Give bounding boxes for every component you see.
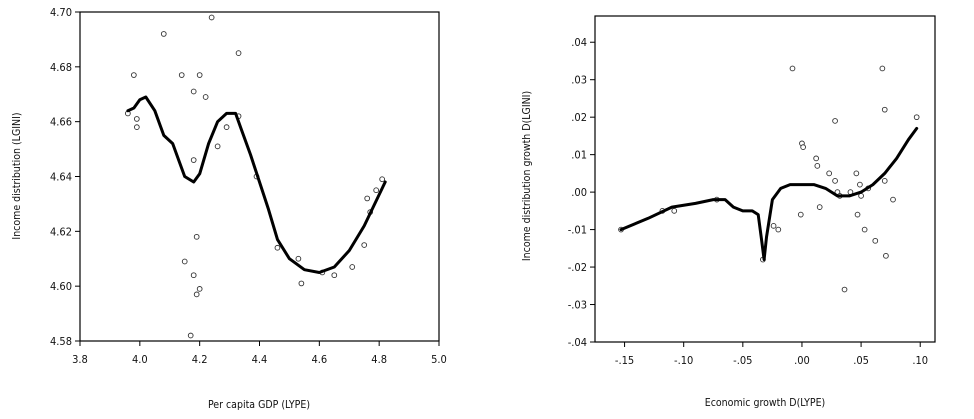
left-data-point bbox=[202, 94, 209, 100]
right-plot-frame bbox=[594, 15, 936, 343]
left-y-tick-label: 4.64 bbox=[50, 171, 72, 184]
left-data-point bbox=[274, 244, 281, 251]
left-smoothed-line bbox=[126, 95, 387, 274]
right-y-tick-label: .01 bbox=[571, 149, 587, 162]
right-y-tick-label: -.02 bbox=[568, 261, 587, 274]
right-y-tick-label: -.01 bbox=[568, 224, 587, 237]
left-data-point bbox=[361, 242, 368, 248]
left-data-point bbox=[133, 124, 140, 131]
left-plot-frame bbox=[79, 11, 440, 342]
left-y-tick-label: 4.70 bbox=[50, 6, 72, 19]
right-data-point bbox=[861, 226, 868, 233]
right-smoothed-line-group bbox=[619, 126, 919, 262]
right-data-point bbox=[797, 211, 804, 218]
left-data-point bbox=[193, 233, 200, 240]
right-data-point bbox=[770, 222, 777, 229]
right-data-point bbox=[775, 226, 782, 233]
right-data-point bbox=[832, 118, 838, 124]
right-x-tick-label: .05 bbox=[853, 354, 869, 367]
left-data-point bbox=[208, 14, 215, 21]
left-axis-ticks: 3.8 4.0 4.2 4.4 4.6 4.8 5.0 4.58 4.60 4.62 4.64 4.6… bbox=[50, 6, 447, 366]
left-data-point bbox=[298, 280, 305, 287]
left-y-tick-label: 4.60 bbox=[50, 280, 72, 293]
left-y-tick-label: 4.66 bbox=[50, 116, 72, 129]
right-x-tick-label: -.15 bbox=[615, 354, 634, 367]
left-data-point bbox=[178, 72, 185, 78]
right-data-point bbox=[853, 170, 860, 177]
left-data-point bbox=[196, 72, 203, 78]
left-y-tick-label: 4.58 bbox=[50, 335, 72, 348]
left-data-point bbox=[181, 258, 188, 265]
left-data-point bbox=[331, 272, 338, 279]
left-data-point bbox=[214, 143, 221, 150]
right-smoothed-line bbox=[619, 126, 919, 262]
right-y-tick-label: .04 bbox=[571, 36, 587, 49]
right-y-tick-label: .00 bbox=[571, 186, 587, 199]
left-data-point bbox=[196, 286, 203, 292]
right-x-tick-label: -.05 bbox=[733, 354, 752, 367]
right-data-point bbox=[800, 144, 806, 150]
left-x-tick-label: 4.4 bbox=[252, 353, 268, 366]
right-data-point bbox=[789, 65, 796, 72]
right-data-point bbox=[881, 178, 888, 184]
right-scatter-points bbox=[618, 65, 920, 293]
right-y-tick-label: -.04 bbox=[568, 336, 587, 349]
right-y-tick-label: .03 bbox=[571, 74, 587, 87]
left-data-point bbox=[193, 291, 200, 298]
right-x-axis-title: Economic growth D(LYPE) bbox=[705, 397, 826, 409]
left-data-point bbox=[349, 264, 356, 270]
left-y-tick-label: 4.62 bbox=[50, 225, 72, 238]
right-data-point bbox=[854, 211, 861, 218]
left-x-tick-label: 4.0 bbox=[132, 353, 148, 366]
right-data-point bbox=[890, 196, 896, 203]
right-x-tick-label: .10 bbox=[912, 354, 928, 367]
right-data-point bbox=[872, 237, 879, 244]
left-smoothed-line-group bbox=[126, 95, 387, 274]
left-chart-panel: 3.8 4.0 4.2 4.4 4.6 4.8 5.0 4.58 4.60 4.62 4.64 4.6… bbox=[11, 6, 447, 411]
right-data-point bbox=[826, 170, 833, 177]
right-x-tick-label: .00 bbox=[794, 354, 810, 367]
left-data-point bbox=[364, 195, 371, 202]
right-y-tick-label: .02 bbox=[571, 111, 587, 124]
left-data-point bbox=[187, 332, 194, 339]
left-x-tick-label: 4.6 bbox=[311, 353, 327, 366]
left-data-point bbox=[160, 31, 167, 37]
left-y-tick-label: 4.68 bbox=[50, 61, 72, 74]
right-y-tick-label: -.03 bbox=[568, 299, 587, 312]
left-x-tick-label: 5.0 bbox=[431, 353, 447, 366]
right-data-point bbox=[883, 252, 889, 259]
right-chart-panel: -.15 -.10 -.05 .00 .05 .10 -.04 -.03 -.02 -.01 .00… bbox=[521, 15, 936, 409]
left-x-tick-label: 4.8 bbox=[371, 353, 387, 366]
left-x-tick-label: 4.2 bbox=[192, 353, 208, 366]
left-y-axis-title: Income distribution (LGINI) bbox=[11, 112, 23, 239]
right-y-axis-title: Income distribution growth D(LGINI) bbox=[521, 91, 533, 261]
left-x-axis-title: Per capita GDP (LYPE) bbox=[208, 399, 310, 411]
right-data-point bbox=[816, 204, 823, 210]
left-data-point bbox=[190, 272, 197, 279]
right-data-point bbox=[814, 163, 821, 169]
right-data-point bbox=[913, 114, 920, 121]
right-data-point bbox=[879, 65, 886, 72]
left-data-point bbox=[373, 187, 380, 194]
left-data-point bbox=[133, 116, 140, 122]
left-data-point bbox=[190, 157, 197, 163]
right-data-point bbox=[671, 208, 678, 214]
right-data-point bbox=[813, 155, 819, 162]
left-data-point bbox=[131, 72, 137, 78]
right-x-tick-label: -.10 bbox=[674, 354, 693, 367]
left-data-point bbox=[223, 124, 230, 131]
left-data-point bbox=[379, 176, 386, 183]
right-data-point bbox=[832, 178, 838, 184]
right-data-point bbox=[881, 106, 888, 113]
right-data-point bbox=[841, 286, 848, 293]
left-data-point bbox=[190, 88, 197, 95]
right-data-point bbox=[857, 181, 863, 188]
right-axis-ticks: -.15 -.10 -.05 .00 .05 .10 -.04 -.03 -.02 -.01 .00… bbox=[568, 36, 928, 367]
left-scatter-points bbox=[125, 14, 386, 339]
left-data-point bbox=[295, 255, 302, 262]
left-data-point bbox=[235, 50, 242, 56]
left-x-tick-label: 3.8 bbox=[72, 353, 88, 366]
